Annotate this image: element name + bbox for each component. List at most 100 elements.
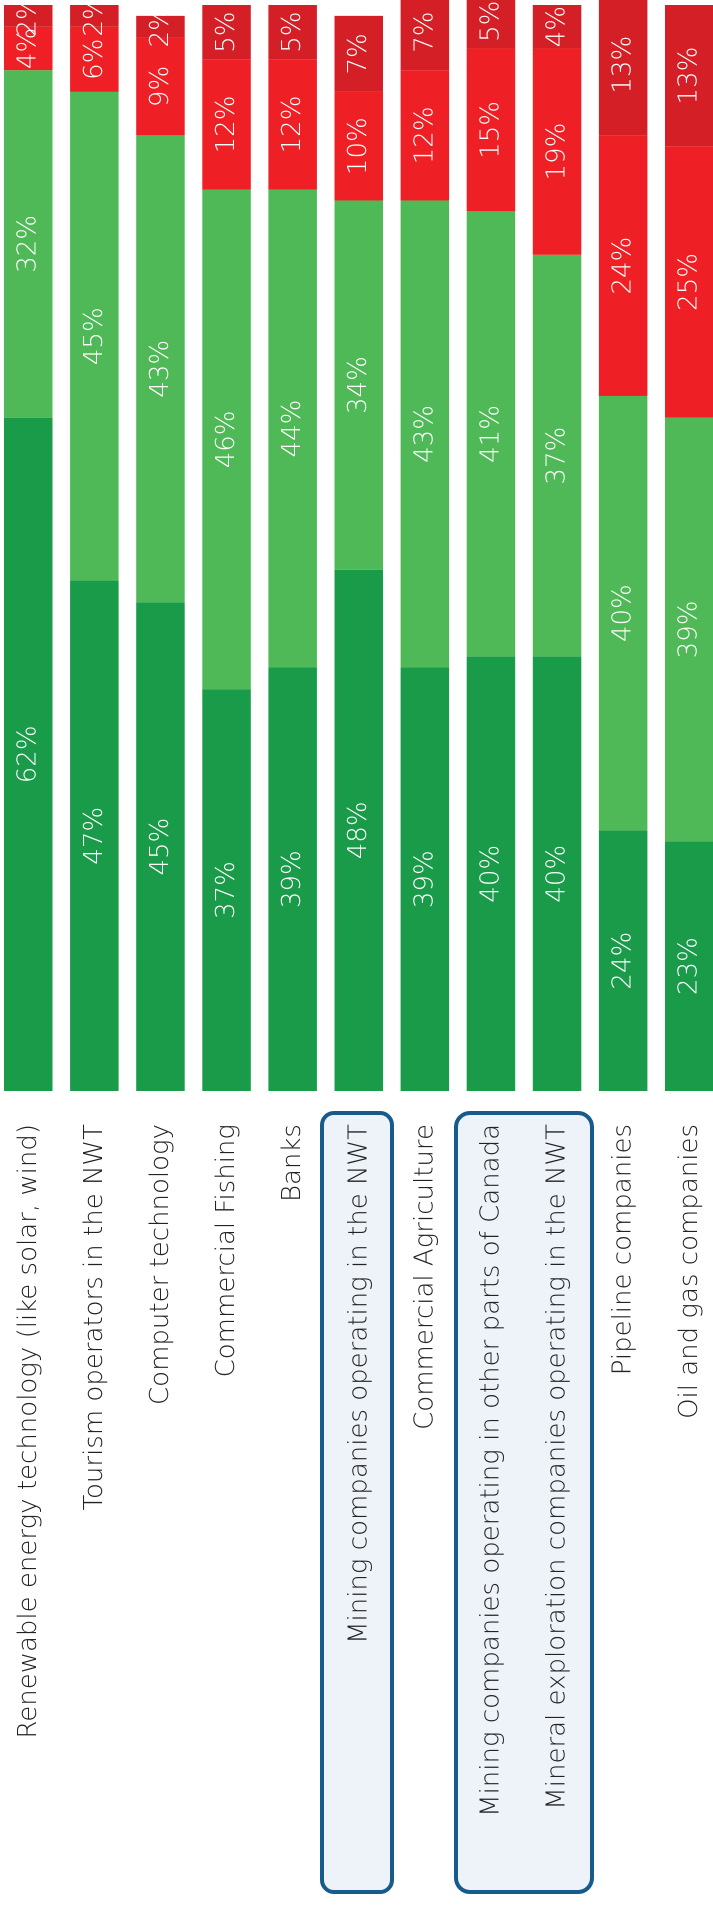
value-label: 9% <box>145 66 175 107</box>
value-label: 43% <box>409 405 439 463</box>
value-label: 19% <box>542 123 572 181</box>
bar-segment <box>665 5 713 147</box>
bar-segment <box>202 689 251 1091</box>
value-label: 23% <box>674 937 704 995</box>
bar-segment <box>334 200 383 570</box>
value-label: 39% <box>674 601 704 659</box>
bar-segment <box>334 91 383 201</box>
value-label: 45% <box>145 818 175 876</box>
bar-segment <box>598 0 648 136</box>
category-label: Mining companies operating in other part… <box>475 1124 505 1817</box>
category-label: Pipeline companies <box>608 1124 638 1375</box>
category-label: Banks <box>277 1124 307 1202</box>
bar-segment <box>665 417 713 842</box>
bar-segment <box>4 70 53 418</box>
value-label: 34% <box>343 356 373 414</box>
bar-segment <box>400 667 450 1091</box>
bar-segment <box>532 5 582 49</box>
value-label: 62% <box>13 725 43 783</box>
bar-segment <box>136 602 185 1091</box>
value-label: 4% <box>542 6 572 47</box>
value-label: 48% <box>343 801 373 859</box>
bar-segment <box>70 91 119 581</box>
bar-segment <box>466 0 516 49</box>
value-label: 39% <box>277 850 307 908</box>
bar-segment <box>268 189 317 668</box>
category-label: Mining companies operating in the NWT <box>343 1124 373 1644</box>
value-label: 2% <box>145 6 175 47</box>
bar-segment <box>598 830 648 1091</box>
value-label: 24% <box>608 237 638 295</box>
value-label: 10% <box>343 117 373 175</box>
value-label: 47% <box>79 807 109 865</box>
value-label: 32% <box>13 215 43 273</box>
value-label: 40% <box>542 845 572 903</box>
category-label: Renewable energy technology (like solar,… <box>13 1124 43 1739</box>
category-label: Computer technology <box>145 1124 175 1405</box>
bar-segment <box>400 200 450 668</box>
bar-segment <box>4 5 53 27</box>
bar-segment <box>202 189 251 690</box>
value-label: 5% <box>211 12 241 53</box>
bar-segment <box>136 37 185 136</box>
value-label: 44% <box>277 400 307 458</box>
bar-segment <box>202 5 251 60</box>
value-label: 25% <box>674 253 704 311</box>
bar-segment <box>4 417 53 1091</box>
value-label: 6% <box>79 39 109 80</box>
value-label: 2% <box>13 0 43 36</box>
bar-segment <box>598 395 648 831</box>
value-label: 46% <box>211 411 241 469</box>
value-label: 37% <box>542 427 572 485</box>
bar-segment <box>400 0 450 71</box>
bar-segment <box>136 135 185 603</box>
value-label: 40% <box>475 845 505 903</box>
bar-segment <box>136 15 185 38</box>
value-label: 40% <box>608 584 638 642</box>
bar-segment <box>4 26 53 71</box>
value-label: 4% <box>13 28 43 69</box>
bar-segment <box>334 15 383 92</box>
bar-segment <box>268 667 317 1091</box>
category-label: Tourism operators in the NWT <box>79 1124 109 1511</box>
bar-segment <box>466 48 516 212</box>
value-label: 41% <box>475 405 505 463</box>
value-label: 13% <box>608 36 638 94</box>
value-label: 5% <box>277 12 307 53</box>
category-label: Commercial Agriculture <box>409 1124 439 1430</box>
value-label: 45% <box>79 307 109 365</box>
value-label: 2% <box>79 0 109 36</box>
bar-segment <box>202 59 251 190</box>
category-label: Mineral exploration companies operating … <box>542 1124 572 1810</box>
value-label: 7% <box>409 12 439 53</box>
bar-segment <box>532 656 582 1091</box>
bar-segment <box>70 580 119 1091</box>
bar-segment <box>268 5 317 60</box>
category-label: Commercial Fishing <box>211 1124 241 1377</box>
value-label: 12% <box>409 106 439 164</box>
category-label: Oil and gas companies <box>674 1124 704 1419</box>
bar-segment <box>466 211 516 657</box>
bar-segment <box>532 254 582 657</box>
bar-segment <box>268 59 317 190</box>
bar-segment <box>665 146 713 418</box>
bar-segment <box>400 70 450 201</box>
value-label: 37% <box>211 861 241 919</box>
bar-segment <box>598 135 648 396</box>
highlight-box <box>320 1111 394 1894</box>
bar-segment <box>334 569 383 1091</box>
bar-segment <box>70 5 119 27</box>
value-label: 7% <box>343 33 373 74</box>
highlight-box <box>454 1111 594 1894</box>
value-label: 12% <box>211 96 241 154</box>
value-label: 15% <box>475 101 505 159</box>
bar-segment <box>70 26 119 92</box>
value-label: 24% <box>608 932 638 990</box>
bar-segment <box>665 841 713 1091</box>
value-label: 39% <box>409 850 439 908</box>
bar-segment <box>466 656 516 1091</box>
bar-segment <box>532 48 582 255</box>
value-label: 13% <box>674 47 704 105</box>
value-label: 12% <box>277 96 307 154</box>
